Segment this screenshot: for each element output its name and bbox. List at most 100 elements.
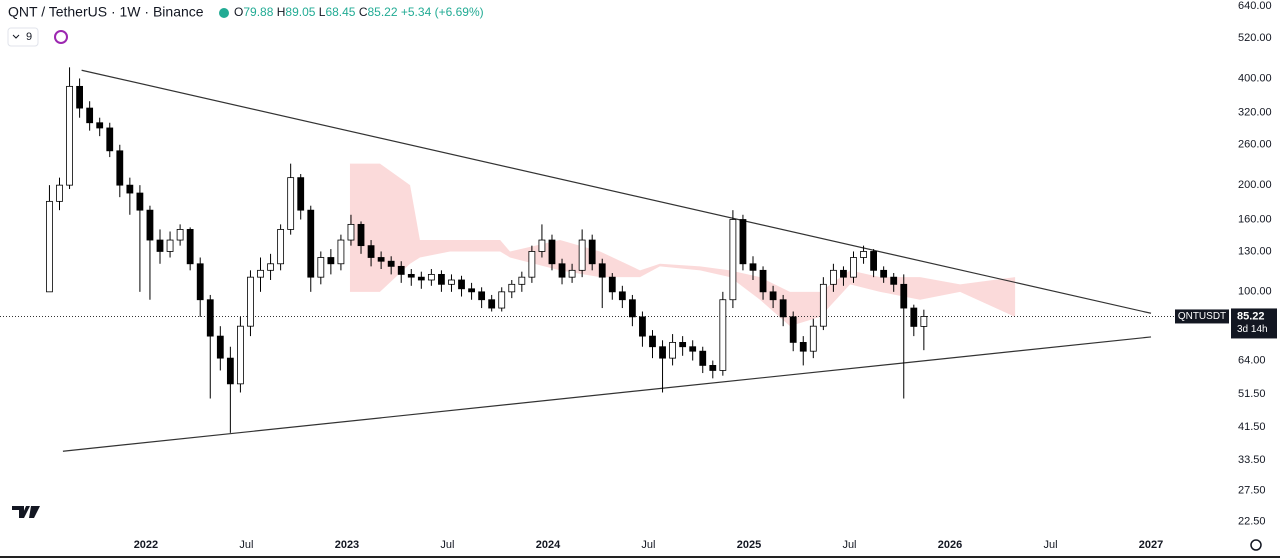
x-tick-label: 2022: [134, 539, 158, 551]
candle-body: [186, 229, 194, 265]
y-tick-label: 22.50: [1238, 515, 1266, 527]
market-status-dot: [219, 8, 229, 18]
y-tick-label: 200.00: [1238, 179, 1272, 191]
x-tick-label: 2026: [938, 539, 962, 551]
candle-body: [739, 219, 747, 265]
candle-body: [608, 276, 616, 293]
symbol-tag-bg: [1175, 309, 1229, 324]
candle-body: [66, 85, 73, 186]
candle-body: [417, 276, 425, 281]
legend-item: H: [277, 5, 286, 19]
candle-body: [347, 223, 355, 241]
candle-body: [518, 276, 526, 285]
candle-body: [166, 239, 174, 252]
candle-body: [357, 223, 365, 247]
y-tick-label: 640.00: [1238, 0, 1272, 12]
candle-body: [337, 239, 345, 265]
candle-body: [136, 192, 144, 211]
y-tick-label: 27.50: [1238, 484, 1266, 496]
x-tick-label: 2025: [737, 539, 761, 551]
candle-body: [769, 291, 777, 301]
candle-body: [327, 257, 335, 265]
candle-body: [809, 325, 817, 352]
settings-icon[interactable]: [1250, 539, 1262, 551]
candle-body: [297, 177, 305, 211]
legend-item: C: [359, 5, 368, 19]
y-tick-label: 51.50: [1238, 388, 1266, 400]
candle-body: [659, 346, 666, 359]
header: QNT / TetherUS · 1W · Binance O79.88 H89…: [7, 4, 484, 47]
candle-body: [699, 350, 707, 366]
legend-item: 89.05: [285, 5, 315, 19]
candle-body: [76, 85, 84, 109]
candle-body: [287, 177, 295, 230]
candle-body: [216, 335, 224, 359]
sync-icon[interactable]: [54, 30, 68, 44]
candle-body: [458, 279, 465, 290]
candle-body: [729, 219, 737, 301]
candle-body: [779, 299, 787, 318]
candle-body: [196, 263, 204, 301]
y-tick-label: 130.00: [1238, 245, 1272, 257]
y-tick-label: 520.00: [1238, 32, 1272, 44]
chevron-icon: [12, 34, 20, 39]
candle-body: [438, 273, 445, 285]
y-tick-label: 400.00: [1238, 72, 1272, 84]
candle-body: [719, 299, 727, 371]
candle-body: [488, 299, 496, 309]
candle-body: [206, 299, 214, 337]
candle-body: [759, 269, 767, 293]
candle-body: [870, 251, 878, 271]
trendline: [81, 69, 1152, 314]
candle-body: [176, 229, 184, 241]
y-tick-label: 33.50: [1238, 454, 1266, 466]
candle-body: [478, 291, 486, 301]
x-tick-label: Jul: [1043, 539, 1057, 551]
candle-body: [628, 299, 636, 318]
candle-body: [880, 269, 888, 278]
candle-body: [558, 263, 566, 278]
tv-logo: [12, 506, 40, 518]
x-tick-label: 2023: [335, 539, 359, 551]
legend-item: (+6.69%): [435, 5, 484, 19]
candle-body: [789, 316, 797, 343]
candle-body: [116, 150, 124, 186]
price-tag: 85.22: [1237, 310, 1265, 322]
candle-body: [146, 209, 154, 241]
x-tick-label: Jul: [842, 539, 856, 551]
legend-item: 68.45: [325, 5, 355, 19]
indicator-toggle[interactable]: [7, 27, 39, 47]
candle-body: [367, 245, 375, 258]
candle-body: [598, 263, 606, 278]
candle-body: [819, 283, 827, 327]
candle-body: [709, 365, 717, 371]
ichimoku-cloud: [349, 163, 1016, 327]
candle-body: [850, 257, 857, 278]
candle-body: [669, 341, 676, 359]
candle-body: [890, 276, 898, 285]
indicator-count: 9: [26, 31, 32, 43]
candle-body: [749, 263, 757, 271]
candle-body: [649, 335, 656, 348]
legend-item: L: [319, 5, 326, 19]
candle-body: [830, 269, 837, 285]
symbol-tag: QNTUSDT: [1178, 311, 1226, 322]
candle-body: [387, 260, 395, 267]
price-tag-bg: [1231, 308, 1277, 339]
candle-body: [257, 269, 264, 278]
candle-body: [106, 127, 114, 152]
candle-body: [448, 279, 455, 285]
y-tick-label: 160.00: [1238, 213, 1272, 225]
candle-body: [468, 288, 475, 293]
candle-body: [407, 273, 415, 278]
countdown: 3d 14h: [1237, 324, 1268, 335]
y-tick-label: 260.00: [1238, 139, 1272, 151]
x-tick-label: 2024: [536, 539, 561, 551]
legend-item: O: [234, 5, 243, 19]
candle-body: [618, 291, 626, 301]
candle-body: [639, 316, 646, 337]
